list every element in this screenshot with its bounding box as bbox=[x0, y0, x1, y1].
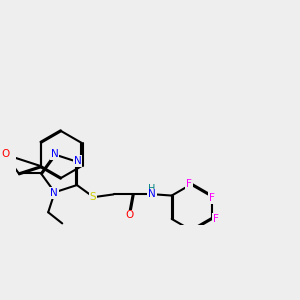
Text: O: O bbox=[125, 210, 133, 220]
Text: H: H bbox=[148, 184, 155, 194]
Text: N: N bbox=[74, 156, 81, 166]
Text: F: F bbox=[213, 214, 219, 224]
Text: S: S bbox=[90, 192, 96, 202]
Text: F: F bbox=[209, 193, 215, 203]
Text: N: N bbox=[51, 149, 58, 159]
Text: F: F bbox=[186, 179, 192, 189]
Text: N: N bbox=[50, 188, 58, 198]
Text: O: O bbox=[1, 149, 9, 160]
Text: N: N bbox=[148, 189, 156, 200]
